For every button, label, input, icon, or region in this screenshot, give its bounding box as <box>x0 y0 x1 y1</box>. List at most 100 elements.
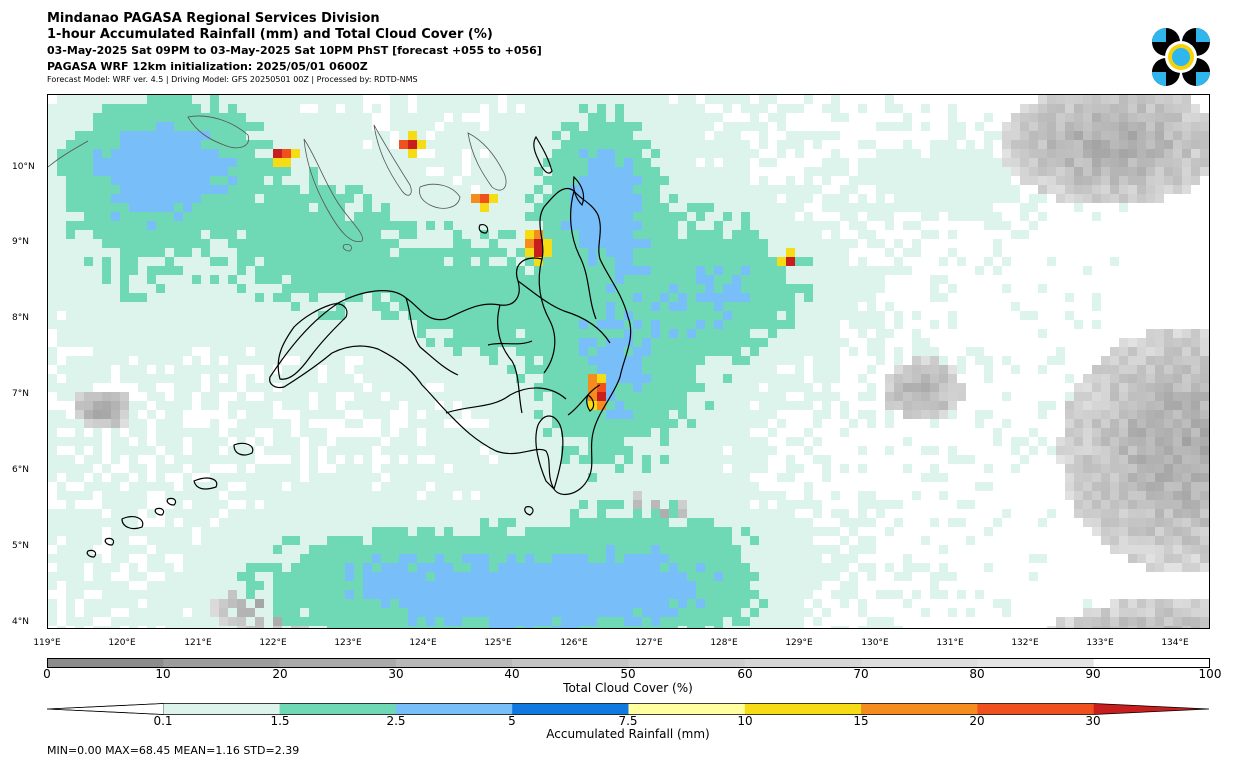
map-raster-cell <box>273 302 282 311</box>
map-raster-cell <box>1074 104 1083 113</box>
map-raster-cell <box>768 239 777 248</box>
map-raster-cell <box>1137 347 1146 356</box>
map-raster-cell <box>399 230 408 239</box>
map-raster-cell <box>543 185 552 194</box>
map-raster-cell <box>534 212 543 221</box>
map-raster-cell <box>597 239 606 248</box>
map-raster-cell <box>201 518 210 527</box>
map-raster-cell <box>237 194 246 203</box>
map-raster-cell <box>687 194 696 203</box>
map-raster-cell <box>606 374 615 383</box>
map-raster-cell <box>768 311 777 320</box>
map-raster-cell <box>48 536 57 545</box>
map-raster-cell <box>138 104 147 113</box>
map-raster-cell <box>57 104 66 113</box>
map-raster-cell <box>84 275 93 284</box>
map-raster-cell <box>579 158 588 167</box>
map-raster-cell <box>777 248 786 257</box>
map-raster-cell <box>606 500 615 509</box>
map-raster-cell <box>768 230 777 239</box>
map-raster-cell <box>741 149 750 158</box>
map-raster-cell <box>318 347 327 356</box>
map-raster-cell <box>642 149 651 158</box>
map-raster-cell <box>426 419 435 428</box>
map-raster-cell <box>570 338 579 347</box>
map-raster-cell <box>804 482 813 491</box>
map-raster-cell <box>363 446 372 455</box>
map-raster-cell <box>813 374 822 383</box>
map-raster-cell <box>417 536 426 545</box>
map-raster-cell <box>1128 365 1137 374</box>
map-raster-cell <box>480 266 489 275</box>
map-raster-cell <box>678 446 687 455</box>
map-raster-cell <box>651 356 660 365</box>
map-raster-cell <box>1173 185 1182 194</box>
map-raster-cell <box>912 203 921 212</box>
map-raster-cell <box>1155 500 1164 509</box>
map-raster-cell <box>498 149 507 158</box>
map-raster-cell <box>462 293 471 302</box>
map-raster-cell <box>687 518 696 527</box>
map-raster-cell <box>1182 401 1191 410</box>
map-raster-cell <box>696 266 705 275</box>
map-raster-cell <box>867 500 876 509</box>
map-raster-cell <box>444 167 453 176</box>
map-raster-cell <box>48 320 57 329</box>
map-raster-cell <box>390 230 399 239</box>
map-raster-cell <box>633 410 642 419</box>
map-raster-cell <box>1092 140 1101 149</box>
map-raster-cell <box>453 284 462 293</box>
map-raster-cell <box>687 239 696 248</box>
map-raster-cell <box>1209 365 1210 374</box>
map-raster-cell <box>75 275 84 284</box>
map-raster-cell <box>975 410 984 419</box>
map-raster-cell <box>777 527 786 536</box>
map-raster-cell <box>1065 374 1074 383</box>
map-raster-cell <box>219 500 228 509</box>
map-raster-cell <box>813 410 822 419</box>
map-raster-cell <box>57 158 66 167</box>
map-raster-cell <box>84 221 93 230</box>
map-raster-cell <box>165 221 174 230</box>
map-raster-cell <box>1056 185 1065 194</box>
map-raster-cell <box>678 230 687 239</box>
map-raster-cell <box>192 194 201 203</box>
map-raster-cell <box>651 383 660 392</box>
map-raster-cell <box>417 446 426 455</box>
map-raster-cell <box>390 464 399 473</box>
map-raster-cell <box>741 437 750 446</box>
map-raster-cell <box>291 194 300 203</box>
map-raster-cell <box>345 104 354 113</box>
map-raster-cell <box>336 320 345 329</box>
map-raster-cell <box>309 302 318 311</box>
map-raster-cell <box>1029 104 1038 113</box>
map-raster-cell <box>687 203 696 212</box>
map-raster-cell <box>615 140 624 149</box>
map-raster-cell <box>831 257 840 266</box>
map-raster-cell <box>768 338 777 347</box>
map-raster-cell <box>1137 491 1146 500</box>
map-raster-cell <box>390 293 399 302</box>
map-raster-cell <box>102 392 111 401</box>
map-raster-cell <box>777 230 786 239</box>
map-raster-cell <box>264 131 273 140</box>
map-raster-cell <box>759 284 768 293</box>
map-raster-cell <box>1101 365 1110 374</box>
map-raster-cell <box>1011 194 1020 203</box>
map-raster-cell <box>687 284 696 293</box>
map-raster-cell <box>1065 158 1074 167</box>
map-raster-cell <box>696 293 705 302</box>
map-raster-cell <box>1182 185 1191 194</box>
map-raster-cell <box>525 410 534 419</box>
map-raster-cell <box>615 473 624 482</box>
map-raster-cell <box>84 302 93 311</box>
map-raster-cell <box>489 158 498 167</box>
map-raster-cell <box>327 446 336 455</box>
map-raster-cell <box>417 320 426 329</box>
map-raster-cell <box>1092 410 1101 419</box>
map-raster-cell <box>561 230 570 239</box>
map-raster-cell <box>309 275 318 284</box>
map-raster-cell <box>516 518 525 527</box>
map-raster-cell <box>237 140 246 149</box>
map-raster-cell <box>543 302 552 311</box>
